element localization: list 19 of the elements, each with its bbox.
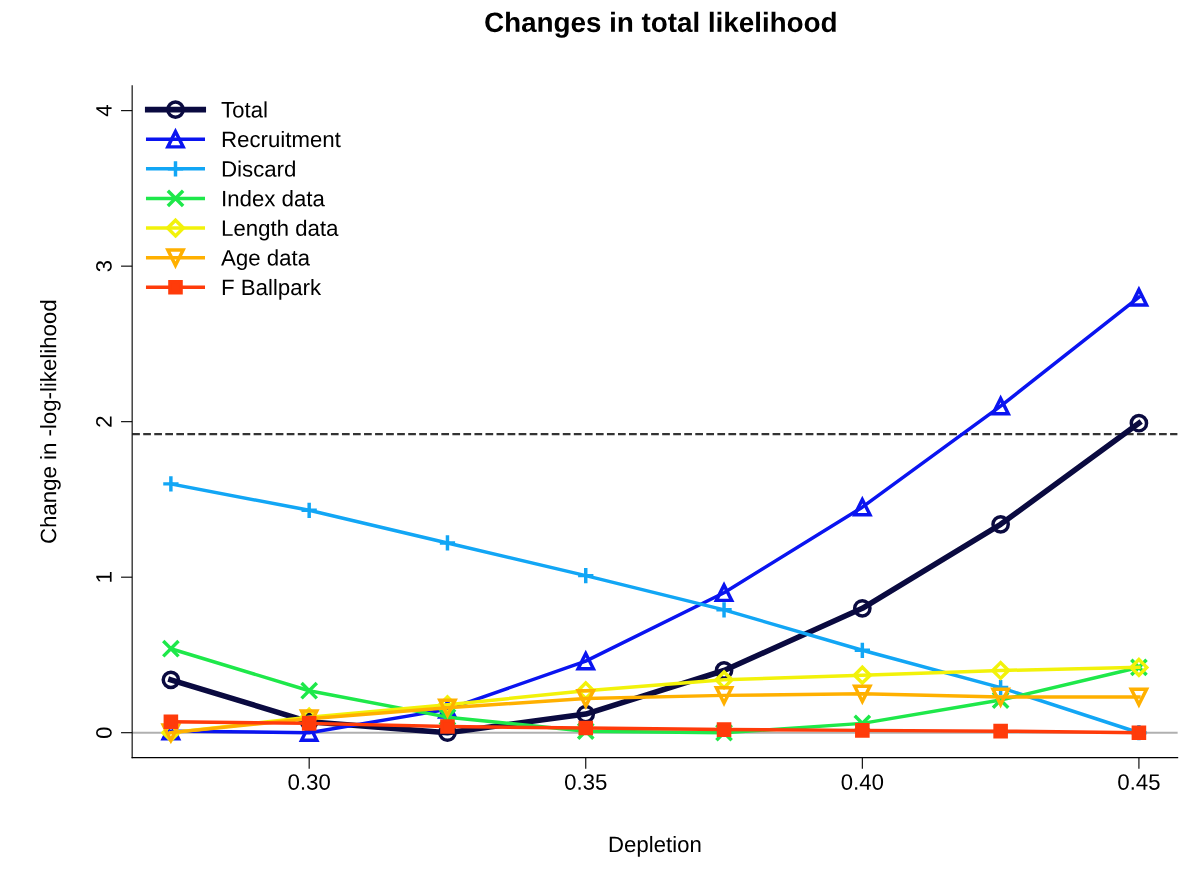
y-tick-label: 1 [96,572,112,582]
legend-label: Total [221,101,267,118]
legend-label: Length data [222,219,339,241]
y-tick-label: 3 [96,260,112,272]
legend-label: Discard [222,160,295,177]
legend-label: Age data [221,249,311,271]
y-tick-label: 2 [96,416,112,427]
x-tick-label: 0.35 [565,774,607,790]
y-tick-label: 0 [96,727,112,739]
x-tick-label: 0.40 [841,774,884,790]
legend-label: Recruitment [222,130,341,148]
chart-title: Changes in total likelihood [485,11,836,38]
legend-label: Index data [223,190,325,207]
x-tick-label: 0.30 [288,774,330,790]
x-tick-label: 0.45 [1118,774,1160,790]
y-tick-label: 4 [96,105,112,117]
legend-label: F Ballpark [222,278,322,300]
x-axis-title: Depletion [609,835,701,857]
y-axis-title: Change in -log-likelihood [40,300,61,543]
